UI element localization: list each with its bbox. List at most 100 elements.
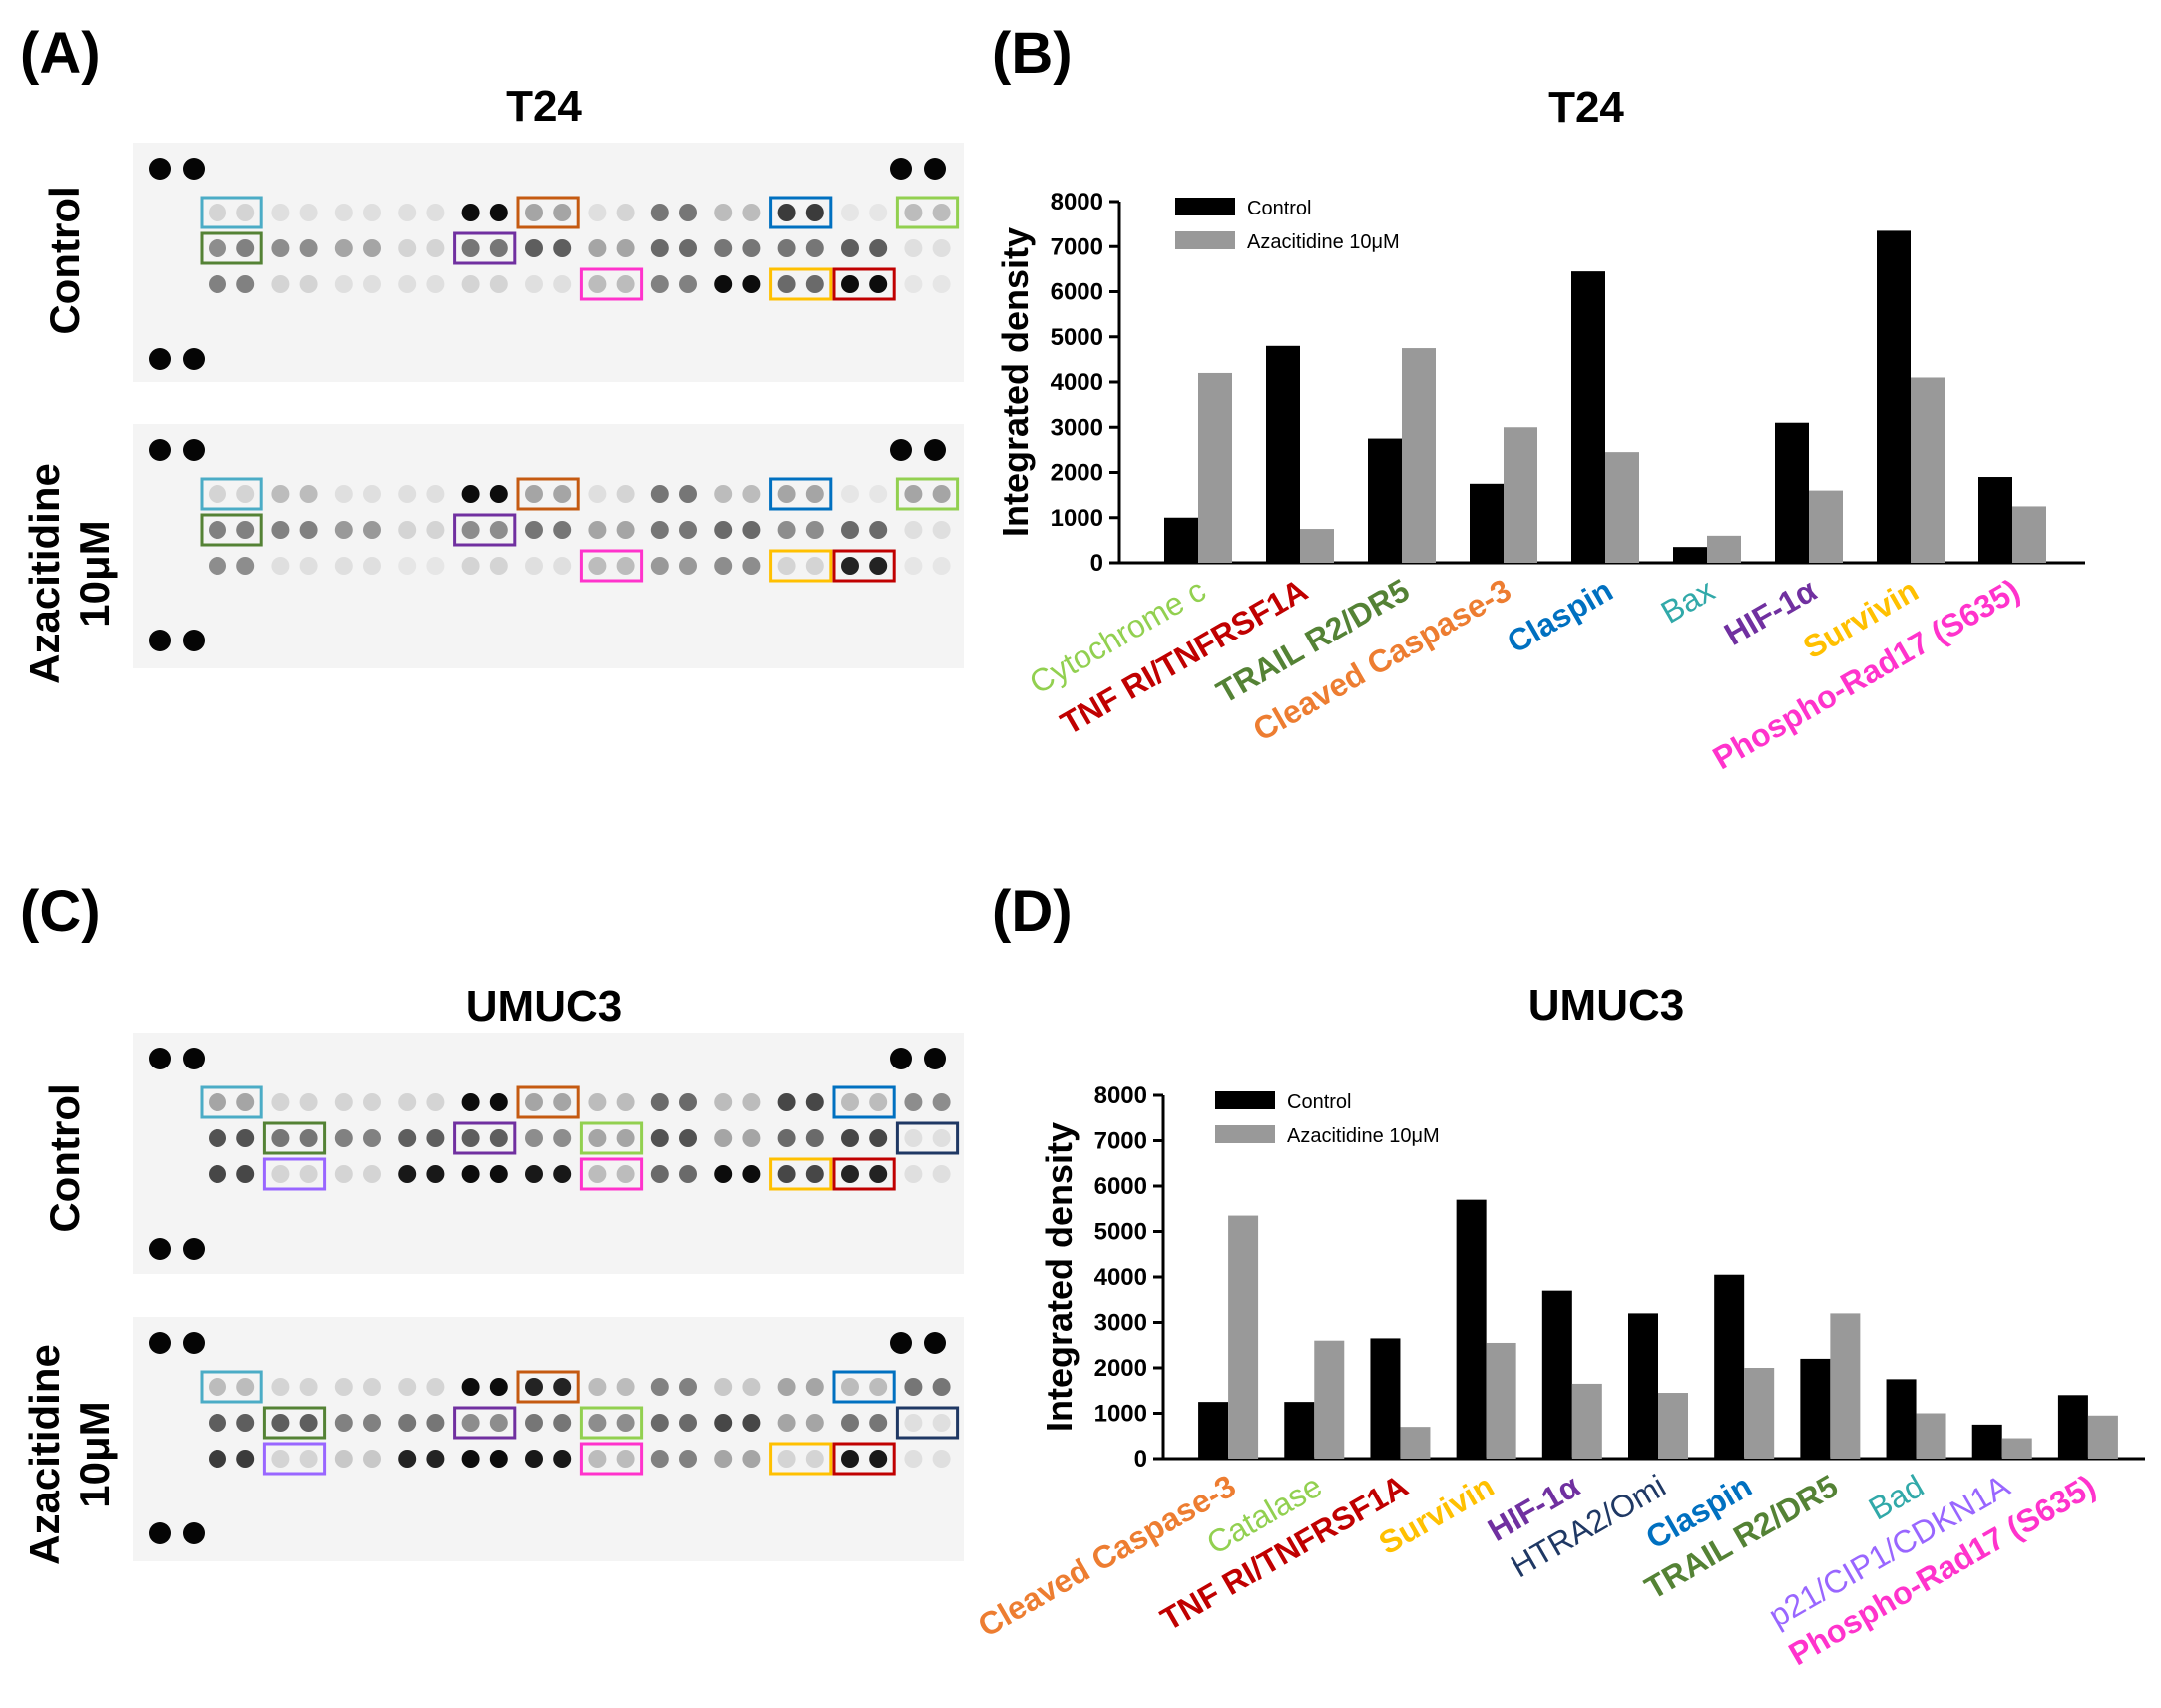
- array-spot: [553, 1165, 572, 1183]
- array-spot: [489, 485, 508, 503]
- bar-control: [1470, 483, 1504, 563]
- array-spot: [650, 239, 669, 257]
- highlight-box: [200, 513, 263, 547]
- array-spot: [650, 1378, 669, 1396]
- array-spot: [777, 1093, 796, 1111]
- highlight-box: [453, 231, 517, 265]
- array-spot: [841, 1378, 859, 1396]
- highlight-box: [769, 549, 833, 583]
- array-spot: [714, 1450, 733, 1468]
- reference-spot: [183, 1048, 205, 1069]
- array-spot: [299, 239, 318, 257]
- array-spot: [616, 1129, 635, 1147]
- highlight-box: [579, 549, 644, 583]
- array-spot: [236, 239, 255, 257]
- array-spot: [398, 485, 417, 503]
- array-spot: [904, 204, 923, 221]
- array-spot: [650, 1450, 669, 1468]
- array-spot: [363, 1378, 381, 1396]
- array-spot: [398, 1129, 417, 1147]
- y-tick-label: 7000: [1051, 233, 1103, 260]
- array-spot: [805, 1093, 824, 1111]
- array-spot: [650, 1165, 669, 1183]
- array-spot: [616, 1450, 635, 1468]
- array-spot: [742, 1129, 761, 1147]
- array-spot: [426, 1414, 445, 1432]
- array-spot: [932, 485, 951, 503]
- y-tick-label: 2000: [1094, 1355, 1147, 1382]
- array-spot: [236, 204, 255, 221]
- array-spot: [489, 275, 508, 293]
- array-spot: [398, 1450, 417, 1468]
- array-spot: [525, 1165, 543, 1183]
- highlight-box: [453, 513, 517, 547]
- array-spot: [461, 1093, 480, 1111]
- y-tick-label: 2000: [1051, 460, 1103, 487]
- array-spot: [650, 521, 669, 539]
- array-spot: [489, 1093, 508, 1111]
- array-spot: [334, 1093, 353, 1111]
- array-spot: [650, 485, 669, 503]
- array-spot: [334, 1129, 353, 1147]
- highlight-box: [769, 1442, 833, 1476]
- array-spot: [777, 485, 796, 503]
- array-spot: [805, 204, 824, 221]
- array-spot: [236, 1093, 255, 1111]
- array-spot: [236, 1165, 255, 1183]
- bar-azacitidine: [1809, 490, 1843, 563]
- array-spot: [805, 239, 824, 257]
- array-spot: [461, 239, 480, 257]
- highlight-box: [769, 196, 833, 229]
- array-spot: [334, 1165, 353, 1183]
- y-tick-label: 0: [1090, 550, 1103, 577]
- bar-azacitidine: [1605, 452, 1639, 563]
- array-spot: [904, 557, 923, 575]
- array-spot: [714, 1129, 733, 1147]
- highlight-box: [832, 267, 896, 301]
- array-spot: [679, 1378, 697, 1396]
- array-spot: [588, 1165, 607, 1183]
- bar-control: [1456, 1199, 1487, 1459]
- array-spot: [398, 239, 417, 257]
- reference-spot: [149, 1048, 171, 1069]
- array-spot: [334, 557, 353, 575]
- array-spot: [271, 1129, 290, 1147]
- array-spot: [805, 1450, 824, 1468]
- array-spot: [461, 521, 480, 539]
- array-spot: [650, 275, 669, 293]
- array-spot: [616, 1093, 635, 1111]
- array-spot: [904, 485, 923, 503]
- bar-control: [1886, 1379, 1917, 1459]
- array-spot: [777, 204, 796, 221]
- bar-azacitidine: [1400, 1427, 1431, 1459]
- array-spot: [616, 239, 635, 257]
- array-spot: [271, 275, 290, 293]
- array-spot: [841, 557, 859, 575]
- array-spot: [236, 1378, 255, 1396]
- reference-spot: [924, 158, 946, 180]
- blot-0-membrane-1: [149, 439, 960, 651]
- bar-azacitidine: [2087, 1415, 2118, 1459]
- array-spot: [334, 1450, 353, 1468]
- array-spot: [932, 275, 951, 293]
- highlight-box: [579, 1442, 644, 1476]
- array-spot: [650, 1414, 669, 1432]
- array-spot: [616, 557, 635, 575]
- array-spot: [489, 204, 508, 221]
- array-spot: [271, 521, 290, 539]
- array-spot: [869, 521, 888, 539]
- array-spot: [334, 275, 353, 293]
- array-spot: [805, 275, 824, 293]
- array-spot: [271, 1414, 290, 1432]
- array-spot: [777, 275, 796, 293]
- array-spot: [777, 557, 796, 575]
- highlight-box: [895, 1406, 960, 1440]
- bar-azacitidine: [1504, 427, 1537, 563]
- array-spot: [588, 1129, 607, 1147]
- array-spot: [363, 1450, 381, 1468]
- array-spot: [525, 239, 543, 257]
- blot-1-membrane-0: [149, 1048, 960, 1260]
- array-spot: [209, 1414, 226, 1432]
- legend-label: Control: [1287, 1091, 1351, 1113]
- bar-control: [1164, 517, 1198, 563]
